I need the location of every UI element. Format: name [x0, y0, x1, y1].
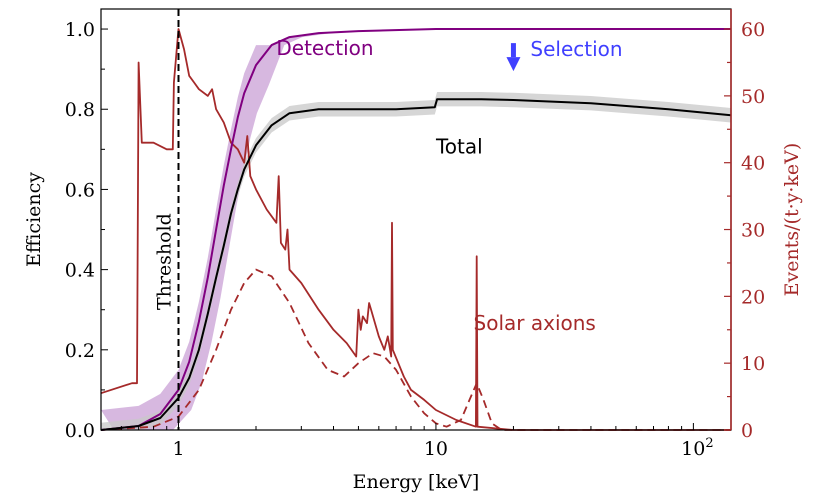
y-right-tick-label: 20 — [741, 286, 765, 308]
y-right-tick-label: 10 — [741, 353, 765, 375]
data-lines — [100, 28, 732, 431]
y-right-tick-label: 50 — [741, 86, 765, 108]
selection-arrow-shaft — [510, 43, 516, 58]
x-tick-label: 102 — [681, 436, 713, 460]
x-tick-label: 10 — [424, 438, 448, 460]
series-line-detection — [100, 28, 731, 431]
y-axis-left-title: Efficiency — [23, 172, 45, 267]
selection-label: Selection — [530, 37, 622, 61]
y-left-tick-label: 0.2 — [65, 340, 95, 362]
annotations: Detection Total Solar axions — [276, 36, 595, 335]
series-line-solar-axions-expected — [100, 268, 731, 431]
y-right-tick-label: 30 — [741, 220, 765, 242]
series-line-solar-axions — [100, 28, 731, 431]
efficiency-bands — [101, 29, 744, 430]
band-detection — [101, 29, 744, 430]
y-left-tick-label: 1.0 — [65, 19, 95, 41]
y-axis-right-title: Events/(t·y·keV) — [781, 143, 803, 297]
x-tick-label: 1 — [172, 438, 184, 460]
annotation-total: Total — [435, 134, 483, 158]
threshold-label: Threshold — [153, 213, 175, 310]
series-line-total — [100, 98, 732, 431]
y-right-tick-label: 40 — [741, 153, 765, 175]
y-axis-left: 0.0 0.2 0.4 0.6 0.8 1.0 — [65, 19, 108, 442]
y-right-tick-label: 60 — [741, 19, 765, 41]
y-axis-right: 0 10 20 30 40 50 60 — [724, 19, 765, 442]
annotation-solar-axions: Solar axions — [474, 311, 596, 335]
x-axis: 1 10 102 — [100, 423, 714, 460]
y-right-tick-label: 0 — [741, 420, 753, 442]
annotation-detection: Detection — [276, 36, 373, 60]
selection-arrow-head — [506, 57, 521, 72]
y-left-tick-label: 0.4 — [65, 260, 95, 282]
y-left-tick-label: 0.0 — [65, 420, 95, 442]
selection-marker: Selection — [506, 37, 623, 72]
y-left-tick-label: 0.6 — [65, 179, 95, 201]
x-axis-title: Energy [keV] — [353, 471, 480, 493]
y-left-tick-label: 0.8 — [65, 99, 95, 121]
